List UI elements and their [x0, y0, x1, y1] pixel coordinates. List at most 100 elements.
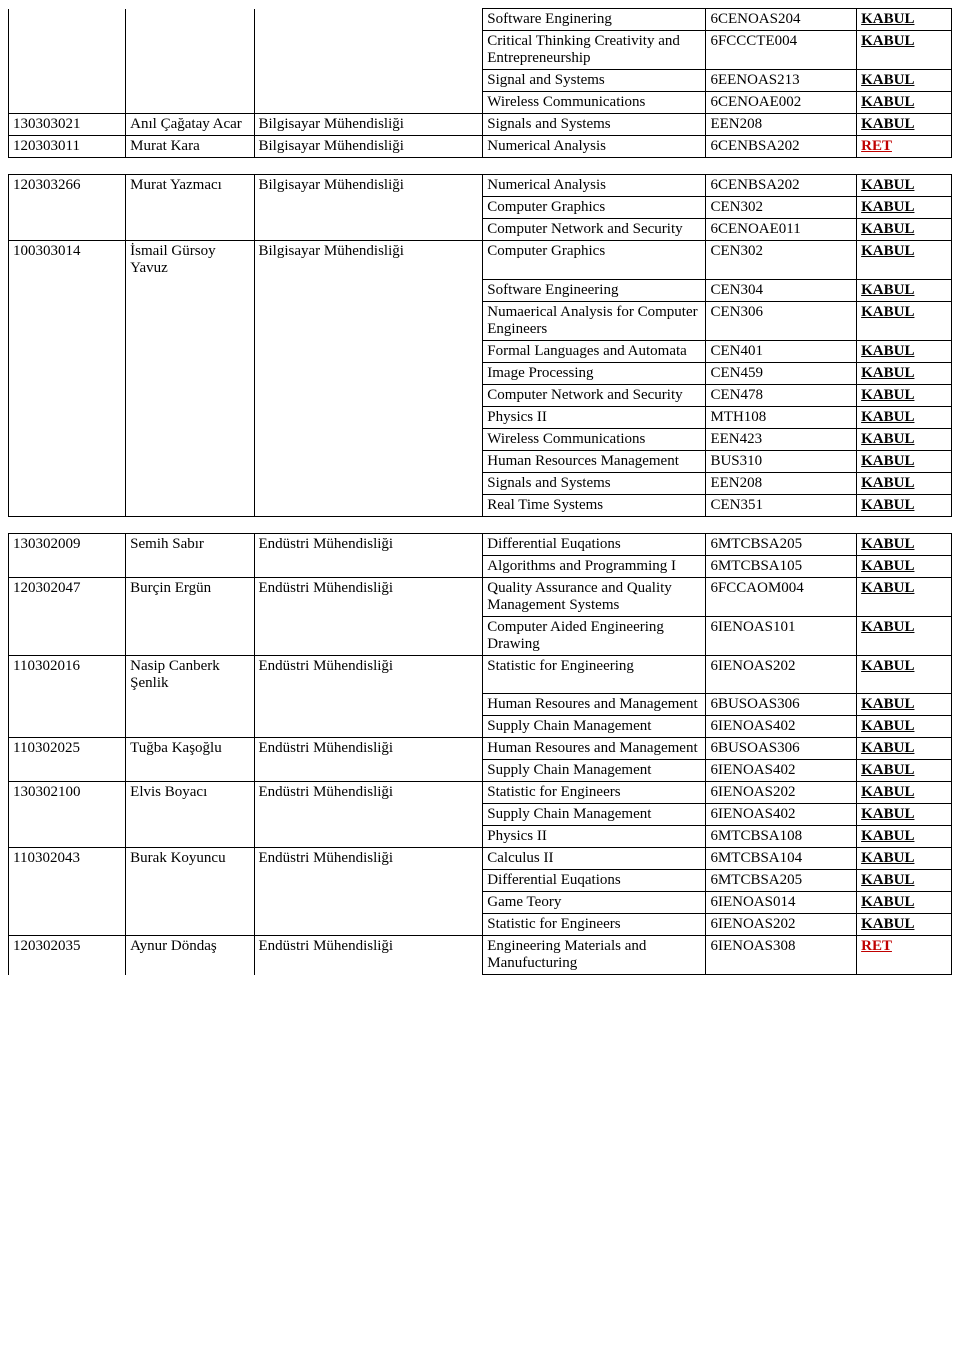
department	[254, 31, 483, 70]
table-row: 130303021Anıl Çağatay AcarBilgisayar Müh…	[9, 114, 952, 136]
student-id: 130303021	[9, 114, 126, 136]
table-row: Real Time SystemsCEN351KABUL	[9, 494, 952, 516]
student-name	[126, 616, 254, 655]
status: KABUL	[857, 70, 952, 92]
status-text: KABUL	[861, 72, 914, 88]
department	[254, 197, 483, 219]
status-text: KABUL	[861, 894, 914, 910]
student-name: Tuğba Kaşoğlu	[126, 738, 254, 760]
course-name: Statistic for Engineering	[483, 655, 706, 694]
table-row: Critical Thinking Creativity and Entrepr…	[9, 31, 952, 70]
student-name: Murat Yazmacı	[126, 175, 254, 197]
status: KABUL	[857, 241, 952, 280]
course-name: Computer Graphics	[483, 197, 706, 219]
course-code: 6BUSOAS306	[706, 694, 857, 716]
student-id	[9, 826, 126, 848]
status: KABUL	[857, 616, 952, 655]
department	[254, 760, 483, 782]
status: KABUL	[857, 9, 952, 31]
department	[254, 384, 483, 406]
student-id	[9, 494, 126, 516]
course-name: Human Resoures and Management	[483, 738, 706, 760]
status: KABUL	[857, 655, 952, 694]
student-id	[9, 9, 126, 31]
student-name: Elvis Boyacı	[126, 782, 254, 804]
course-code: 6CENBSA202	[706, 136, 857, 158]
course-code: 6MTCBSA205	[706, 533, 857, 555]
table-row: Algorithms and Programming I6MTCBSA105KA…	[9, 555, 952, 577]
status: KABUL	[857, 738, 952, 760]
student-id	[9, 279, 126, 301]
student-id	[9, 760, 126, 782]
course-name: Game Teory	[483, 892, 706, 914]
status: KABUL	[857, 114, 952, 136]
table-row: 130302009Semih SabırEndüstri Mühendisliğ…	[9, 533, 952, 555]
status: KABUL	[857, 870, 952, 892]
student-name	[126, 914, 254, 936]
student-name	[126, 362, 254, 384]
department	[254, 716, 483, 738]
student-id	[9, 555, 126, 577]
table-row: Human Resoures and Management6BUSOAS306K…	[9, 694, 952, 716]
status-text: KABUL	[861, 580, 914, 596]
course-code: CEN459	[706, 362, 857, 384]
course-code: 6BUSOAS306	[706, 738, 857, 760]
table-row: Physics IIMTH108KABUL	[9, 406, 952, 428]
table-row: Human Resources ManagementBUS310KABUL	[9, 450, 952, 472]
student-name	[126, 450, 254, 472]
status-text: KABUL	[861, 282, 914, 298]
status: KABUL	[857, 472, 952, 494]
status-text: KABUL	[861, 409, 914, 425]
status-text: KABUL	[861, 11, 914, 27]
course-name: Differential Euqations	[483, 870, 706, 892]
course-name: Computer Network and Security	[483, 384, 706, 406]
course-code: 6FCCCTE004	[706, 31, 857, 70]
department	[254, 428, 483, 450]
department: Bilgisayar Mühendisliği	[254, 114, 483, 136]
course-name: Supply Chain Management	[483, 760, 706, 782]
department	[254, 450, 483, 472]
student-id	[9, 70, 126, 92]
student-name	[126, 9, 254, 31]
course-name: Software Enginering	[483, 9, 706, 31]
table-row: Image ProcessingCEN459KABUL	[9, 362, 952, 384]
status-text: RET	[861, 138, 892, 154]
status: KABUL	[857, 450, 952, 472]
department	[254, 804, 483, 826]
status: KABUL	[857, 197, 952, 219]
table-row: Numaerical Analysis for Computer Enginee…	[9, 301, 952, 340]
status: KABUL	[857, 914, 952, 936]
student-id: 110302016	[9, 655, 126, 694]
student-id: 100303014	[9, 241, 126, 280]
table-row: Supply Chain Management6IENOAS402KABUL	[9, 804, 952, 826]
status-text: KABUL	[861, 177, 914, 193]
table-row: Signals and SystemsEEN208KABUL	[9, 472, 952, 494]
status: KABUL	[857, 340, 952, 362]
student-name	[126, 826, 254, 848]
department	[254, 826, 483, 848]
department: Endüstri Mühendisliği	[254, 533, 483, 555]
department	[254, 92, 483, 114]
course-code: 6CENOAS204	[706, 9, 857, 31]
table-row: Statistic for Engineers6IENOAS202KABUL	[9, 914, 952, 936]
status: KABUL	[857, 760, 952, 782]
status-text: KABUL	[861, 33, 914, 49]
status: KABUL	[857, 782, 952, 804]
course-name: Software Engineering	[483, 279, 706, 301]
student-id	[9, 472, 126, 494]
department	[254, 494, 483, 516]
status-text: KABUL	[861, 453, 914, 469]
course-code: CEN304	[706, 279, 857, 301]
status: KABUL	[857, 301, 952, 340]
course-name: Engineering Materials and Manufucturing	[483, 936, 706, 975]
course-name: Human Resoures and Management	[483, 694, 706, 716]
department	[254, 914, 483, 936]
department	[254, 9, 483, 31]
department	[254, 892, 483, 914]
table-row: Computer GraphicsCEN302KABUL	[9, 197, 952, 219]
course-code: EEN208	[706, 472, 857, 494]
course-name: Statistic for Engineers	[483, 914, 706, 936]
course-name: Human Resources Management	[483, 450, 706, 472]
course-name: Calculus II	[483, 848, 706, 870]
student-id	[9, 892, 126, 914]
